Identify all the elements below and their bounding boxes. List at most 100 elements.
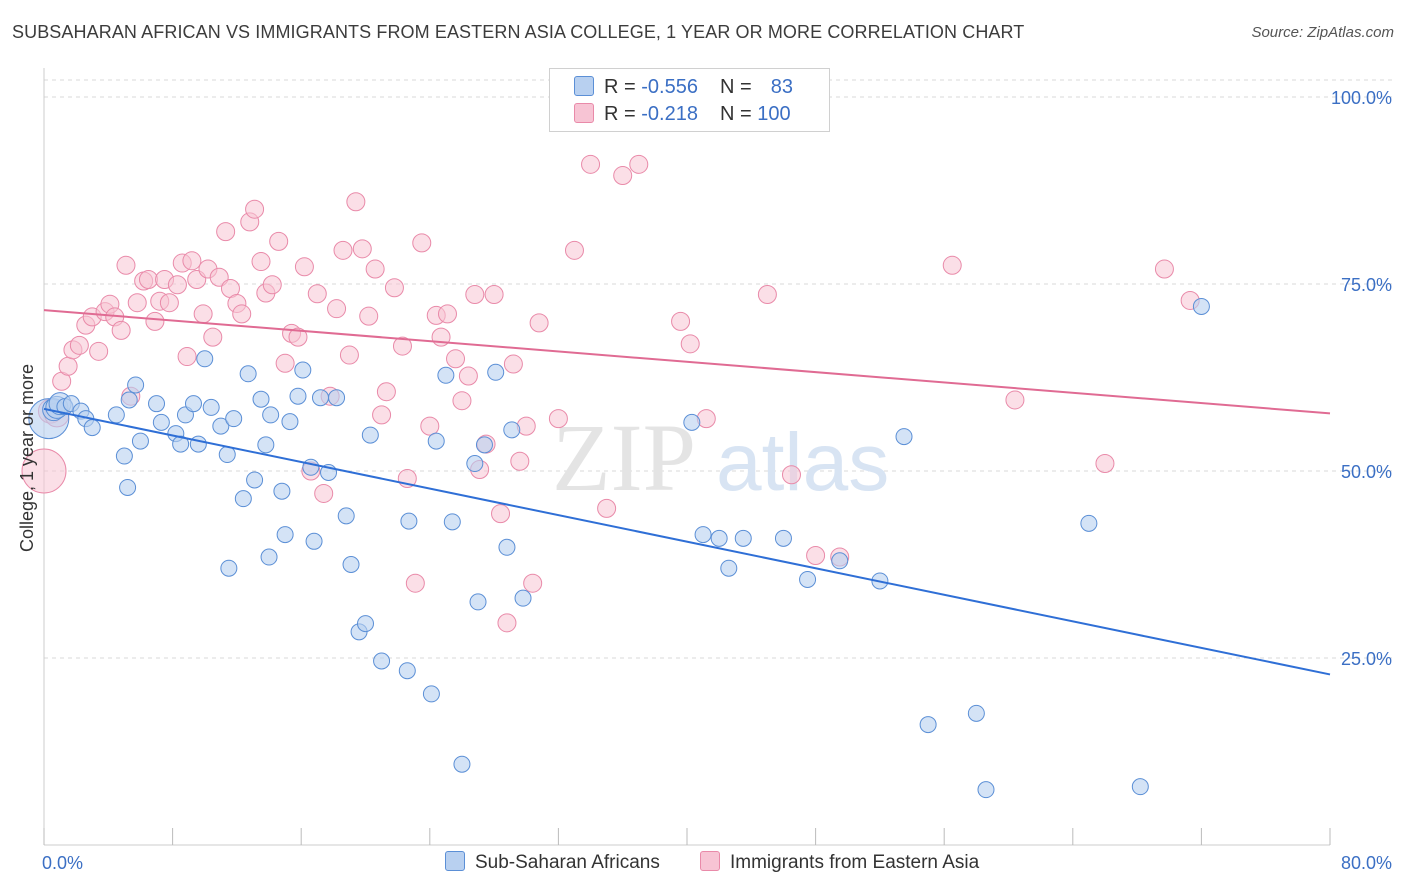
blue-point <box>427 432 445 450</box>
pink-point <box>523 573 543 593</box>
axis-labels: 25.0% 50.0% 75.0% 100.0% 0.0% 80.0% College, 1… <box>17 88 1392 873</box>
pink-point <box>314 483 334 503</box>
blue-point <box>1192 297 1210 315</box>
blue-point <box>184 395 202 413</box>
blue-point <box>453 755 471 773</box>
y-tick-label: 100.0% <box>1331 88 1392 108</box>
blue-point <box>119 478 137 496</box>
blue-point <box>120 391 138 409</box>
blue-point <box>734 529 752 547</box>
pink-point <box>497 613 517 633</box>
pink-point <box>671 311 691 331</box>
pink-point <box>446 349 466 369</box>
blue-point <box>503 421 521 439</box>
pink-point <box>275 353 295 373</box>
pink-point <box>405 573 425 593</box>
pink-point <box>262 275 282 295</box>
pink-point <box>516 416 536 436</box>
blue-point <box>466 455 484 473</box>
pink-point <box>1154 259 1174 279</box>
bottom-legend-pink: Immigrants from Eastern Asia <box>700 851 979 874</box>
pink-trend-line <box>43 309 1331 415</box>
pink-point <box>1005 390 1025 410</box>
pink-point <box>21 448 67 494</box>
pink-point <box>203 327 223 347</box>
pink-point <box>127 293 147 313</box>
pink-point <box>209 267 229 287</box>
pink-series-points <box>21 154 1200 633</box>
blue-point <box>328 389 346 407</box>
pink-point <box>696 409 716 429</box>
blue-point <box>152 413 170 431</box>
blue-point <box>196 350 214 368</box>
pink-point <box>529 313 549 333</box>
trend-lines <box>43 309 1331 676</box>
blue-point <box>294 361 312 379</box>
blue-point <box>1080 514 1098 532</box>
pink-point <box>294 257 314 277</box>
pink-point <box>757 284 777 304</box>
blue-point <box>710 529 728 547</box>
pink-point <box>564 240 584 260</box>
pink-point <box>1095 454 1115 474</box>
blue-point <box>83 419 101 437</box>
blue-point <box>281 413 299 431</box>
blue-point <box>1131 778 1149 796</box>
correlation-legend: R = -0.556 N = 83 R = -0.218 N = 100 <box>549 68 830 132</box>
pink-point <box>182 251 202 271</box>
blue-point <box>127 376 145 394</box>
pink-point <box>376 382 396 402</box>
blue-point <box>273 482 291 500</box>
pink-point <box>503 354 523 374</box>
blue-point <box>487 363 505 381</box>
legend-r-label: R = <box>604 76 642 98</box>
blue-point <box>220 559 238 577</box>
pink-point <box>193 304 213 324</box>
blue-point <box>967 704 985 722</box>
legend-r-value: -0.556 <box>641 76 698 98</box>
blue-point <box>305 532 323 550</box>
blue-point <box>252 390 270 408</box>
pink-swatch <box>700 851 720 871</box>
pink-point <box>420 416 440 436</box>
blue-point <box>172 435 190 453</box>
pink-point <box>806 546 826 566</box>
pink-point <box>365 259 385 279</box>
watermark-atlas: atlas <box>716 417 889 508</box>
blue-point <box>234 490 252 508</box>
blue-point <box>514 589 532 607</box>
pink-point <box>581 154 601 174</box>
blue-point <box>107 406 125 424</box>
pink-point <box>232 304 252 324</box>
blue-point <box>257 436 275 454</box>
legend-r-value: -0.218 <box>641 103 698 125</box>
legend-n-label: N = <box>719 76 758 98</box>
blue-point <box>895 428 913 446</box>
blue-series-points <box>28 297 1210 799</box>
pink-point <box>781 465 801 485</box>
blue-point <box>148 395 166 413</box>
watermark-zip: ZIP <box>552 404 696 511</box>
pink-point <box>352 239 372 259</box>
blue-point <box>131 432 149 450</box>
y-tick-label: 75.0% <box>1341 275 1392 295</box>
blue-point <box>919 716 937 734</box>
pink-point <box>251 252 271 272</box>
blue-point <box>475 436 493 454</box>
blue-point <box>225 410 243 428</box>
pink-point <box>452 391 472 411</box>
pink-point <box>116 255 136 275</box>
pink-point <box>942 255 962 275</box>
pink-point <box>491 504 511 524</box>
pink-point <box>548 409 568 429</box>
legend-row-blue: R = -0.556 N = 83 <box>574 76 793 99</box>
pink-point <box>69 335 89 355</box>
pink-point <box>333 240 353 260</box>
legend-n-label: N = <box>719 103 758 125</box>
blue-point <box>683 413 701 431</box>
blue-point <box>443 513 461 531</box>
blue-point <box>361 426 379 444</box>
pink-point <box>484 284 504 304</box>
pink-point <box>372 405 392 425</box>
blue-point <box>400 512 418 530</box>
